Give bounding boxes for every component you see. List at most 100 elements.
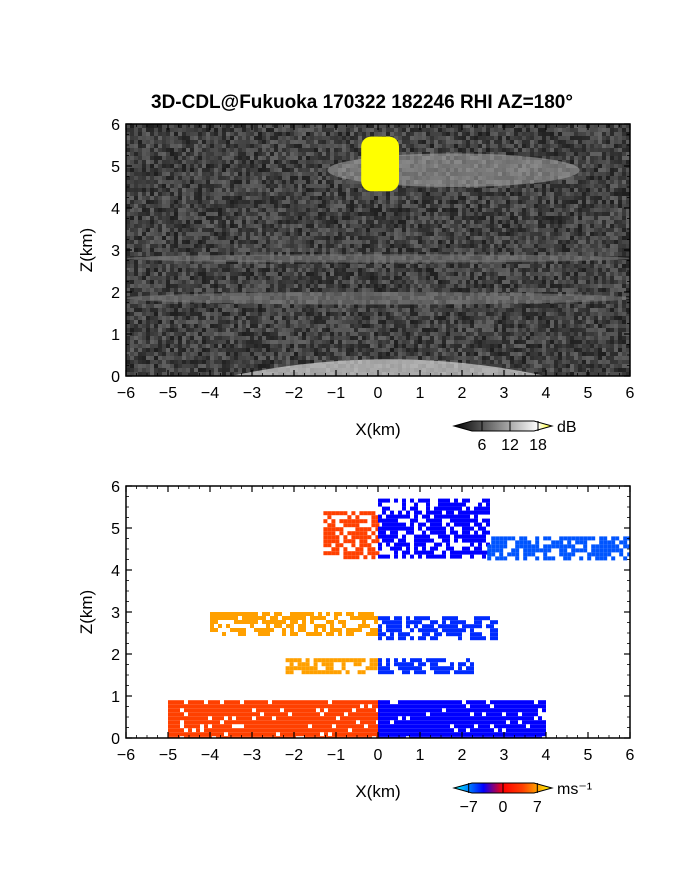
noise-cell xyxy=(366,240,370,244)
noise-cell xyxy=(406,228,410,232)
noise-cell xyxy=(250,200,254,204)
noise-cell xyxy=(242,212,246,216)
noise-cell xyxy=(350,136,354,140)
noise-cell xyxy=(350,192,354,196)
noise-cell xyxy=(262,128,266,132)
noise-cell xyxy=(350,344,354,348)
noise-cell xyxy=(198,128,202,132)
noise-cell xyxy=(378,232,382,236)
noise-cell xyxy=(214,200,218,204)
noise-cell xyxy=(282,228,286,232)
noise-cell xyxy=(130,172,134,176)
noise-cell xyxy=(142,176,146,180)
noise-cell xyxy=(206,164,210,168)
noise-cell xyxy=(270,228,274,232)
noise-cell xyxy=(246,260,250,264)
noise-cell xyxy=(234,372,238,376)
noise-cell xyxy=(338,268,342,272)
noise-cell xyxy=(282,140,286,144)
noise-cell xyxy=(370,132,374,136)
noise-cell xyxy=(182,228,186,232)
noise-cell xyxy=(130,356,134,360)
noise-cell xyxy=(282,144,286,148)
noise-cell xyxy=(294,272,298,276)
noise-cell xyxy=(162,292,166,296)
noise-cell xyxy=(426,304,430,308)
noise-cell xyxy=(222,160,226,164)
noise-cell xyxy=(298,264,302,268)
noise-cell xyxy=(214,148,218,152)
noise-cell xyxy=(438,252,442,256)
noise-cell xyxy=(138,288,142,292)
noise-cell xyxy=(266,244,270,248)
noise-cell xyxy=(338,144,342,148)
noise-cell xyxy=(194,260,198,264)
noise-cell xyxy=(266,248,270,252)
noise-cell xyxy=(178,344,182,348)
noise-cell xyxy=(322,352,326,356)
noise-cell xyxy=(334,228,338,232)
noise-cell xyxy=(222,164,226,168)
noise-cell xyxy=(326,324,330,328)
noise-cell xyxy=(162,304,166,308)
noise-cell xyxy=(198,304,202,308)
noise-cell xyxy=(330,184,334,188)
noise-cell xyxy=(286,232,290,236)
noise-cell xyxy=(290,220,294,224)
noise-cell xyxy=(134,152,138,156)
noise-cell xyxy=(178,136,182,140)
noise-cell xyxy=(334,144,338,148)
noise-cell xyxy=(262,168,266,172)
noise-cell xyxy=(430,336,434,340)
noise-cell xyxy=(274,172,278,176)
noise-cell xyxy=(426,128,430,132)
noise-cell xyxy=(178,184,182,188)
noise-cell xyxy=(274,232,278,236)
noise-cell xyxy=(134,192,138,196)
noise-cell xyxy=(326,288,330,292)
noise-cell xyxy=(258,220,262,224)
noise-cell xyxy=(342,232,346,236)
noise-cell xyxy=(358,284,362,288)
noise-cell xyxy=(382,324,386,328)
noise-cell xyxy=(434,244,438,248)
noise-cell xyxy=(234,368,238,372)
noise-cell xyxy=(150,328,154,332)
noise-cell xyxy=(330,276,334,280)
noise-cell xyxy=(130,316,134,320)
noise-cell xyxy=(266,192,270,196)
noise-cell xyxy=(346,236,350,240)
noise-cell xyxy=(258,368,262,372)
noise-cell xyxy=(358,140,362,144)
noise-cell xyxy=(326,124,330,128)
noise-cell xyxy=(362,208,366,212)
noise-cell xyxy=(134,172,138,176)
noise-cell xyxy=(214,124,218,128)
noise-cell xyxy=(246,148,250,152)
noise-cell xyxy=(322,344,326,348)
noise-cell xyxy=(322,200,326,204)
noise-cell xyxy=(382,280,386,284)
noise-cell xyxy=(358,152,362,156)
noise-cell xyxy=(130,360,134,364)
noise-cell xyxy=(166,300,170,304)
noise-cell xyxy=(270,348,274,352)
noise-cell xyxy=(174,332,178,336)
noise-cell xyxy=(326,184,330,188)
noise-cell xyxy=(370,252,374,256)
noise-cell xyxy=(394,232,398,236)
noise-cell xyxy=(190,360,194,364)
noise-cell xyxy=(262,320,266,324)
noise-cell xyxy=(134,184,138,188)
noise-cell xyxy=(378,288,382,292)
noise-cell xyxy=(210,212,214,216)
noise-cell xyxy=(282,248,286,252)
noise-cell xyxy=(250,136,254,140)
noise-cell xyxy=(298,204,302,208)
noise-cell xyxy=(330,216,334,220)
noise-cell xyxy=(402,228,406,232)
noise-cell xyxy=(246,128,250,132)
noise-cell xyxy=(430,144,434,148)
noise-cell xyxy=(382,192,386,196)
noise-cell xyxy=(150,132,154,136)
